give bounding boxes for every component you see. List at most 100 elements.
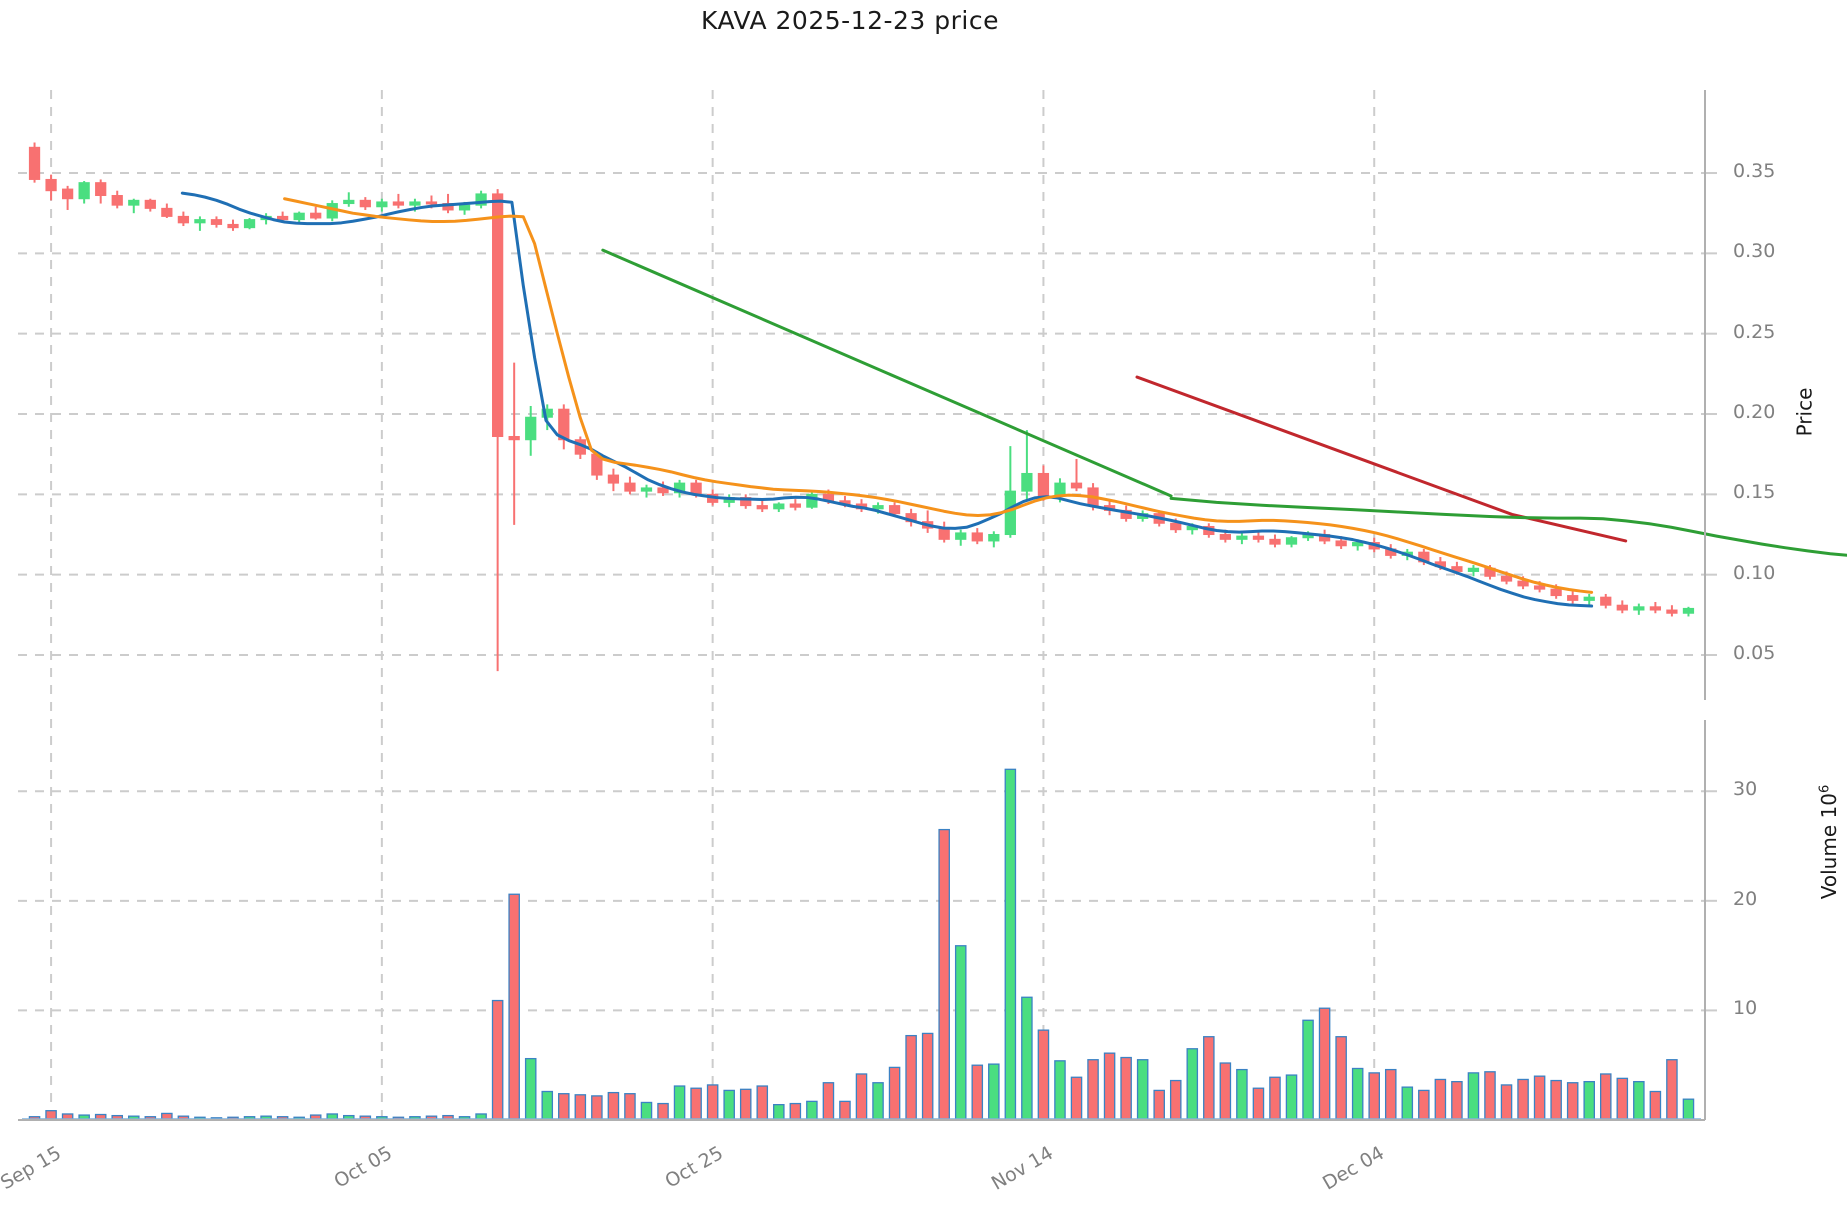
- candle-up-icon: [1236, 532, 1248, 545]
- candle-down-icon: [558, 404, 570, 450]
- volume-tick-label: 20: [1733, 887, 1758, 910]
- volume-bar: [1484, 1071, 1496, 1121]
- volume-bar: [773, 1104, 785, 1121]
- candle-down-icon: [359, 197, 371, 210]
- volume-bar: [1186, 1048, 1199, 1121]
- candle-down-icon: [938, 521, 950, 543]
- volume-bar: [1599, 1073, 1612, 1121]
- price-axis-label: Price: [1792, 387, 1817, 437]
- volume-bar: [491, 999, 504, 1121]
- candle-body: [1517, 580, 1529, 587]
- volume-bar: [822, 1082, 835, 1121]
- candle-up-icon: [78, 181, 90, 204]
- candle-down-icon: [1649, 601, 1662, 614]
- candle-body: [1682, 607, 1695, 614]
- overlay-line-ma_fast: [180, 191, 1594, 608]
- candle-body: [95, 182, 107, 197]
- candle-down-icon: [508, 362, 520, 525]
- volume-bar: [1285, 1074, 1298, 1121]
- volume-bar: [1269, 1076, 1281, 1121]
- candle-down-icon: [210, 216, 223, 228]
- volume-bar: [1633, 1080, 1645, 1121]
- candle-body: [1467, 567, 1480, 572]
- candle-down-icon: [740, 494, 752, 509]
- candle-body: [293, 212, 305, 221]
- candle-down-icon: [227, 219, 239, 231]
- candle-body: [525, 416, 537, 441]
- candle-up-icon: [1583, 593, 1595, 606]
- volume-bar: [1054, 1060, 1066, 1121]
- candle-body: [756, 505, 768, 510]
- candle-up-icon: [1633, 603, 1645, 615]
- volume-bar: [1616, 1077, 1629, 1121]
- volume-axis-label-text: Volume 10: [1817, 793, 1842, 900]
- volume-axis-label: Volume 106: [1817, 785, 1841, 899]
- candle-down-icon: [1600, 593, 1612, 609]
- volume-bar: [905, 1034, 917, 1121]
- candle-body: [1037, 472, 1050, 497]
- volume-bar: [872, 1082, 884, 1121]
- candle-down-icon: [905, 508, 917, 527]
- candle-down-icon: [624, 476, 636, 495]
- volume-bar: [640, 1101, 653, 1121]
- candle-body: [1550, 588, 1562, 597]
- volume-bar: [1666, 1059, 1678, 1121]
- candle-up-icon: [988, 531, 1000, 548]
- candle-body: [955, 532, 967, 540]
- volume-tick-label: 30: [1733, 778, 1758, 801]
- volume-bar: [1236, 1068, 1248, 1121]
- candle-body: [673, 482, 686, 494]
- overlay-line-trend_support: [601, 248, 1173, 498]
- volume-bar: [1252, 1087, 1265, 1121]
- candle-body: [789, 503, 801, 508]
- volume-bar: [1351, 1067, 1364, 1121]
- candle-body: [971, 532, 983, 542]
- candle-down-icon: [971, 528, 983, 545]
- candle-body: [409, 201, 421, 206]
- candle-down-icon: [95, 179, 107, 204]
- candle-body: [1666, 609, 1678, 614]
- volume-bar: [1418, 1089, 1430, 1121]
- candle-body: [1352, 542, 1364, 547]
- volume-bar: [1037, 1029, 1050, 1121]
- volume-bar: [1649, 1090, 1662, 1121]
- candle-body: [1170, 522, 1182, 531]
- price-tick-label: 0.25: [1733, 320, 1776, 343]
- price-tick-label: 0.15: [1733, 481, 1776, 504]
- candle-up-icon: [773, 502, 785, 513]
- candle-body: [243, 219, 256, 229]
- candle-body: [78, 182, 90, 200]
- candle-up-icon: [640, 484, 653, 498]
- candle-down-icon: [657, 481, 669, 496]
- candle-body: [1236, 535, 1248, 540]
- candle-down-icon: [144, 198, 156, 212]
- candle-body: [1583, 596, 1595, 601]
- candle-body: [938, 527, 950, 540]
- volume-bar: [1583, 1080, 1596, 1121]
- candle-up-icon: [1004, 446, 1016, 538]
- volume-bar: [1087, 1059, 1099, 1121]
- volume-bar: [1401, 1086, 1414, 1121]
- candle-body: [343, 199, 355, 205]
- price-tick-label: 0.35: [1733, 160, 1776, 183]
- volume-bar: [558, 1093, 570, 1121]
- overlay-lines: [180, 191, 1847, 608]
- volume-bar: [1004, 768, 1017, 1121]
- volume-bar: [541, 1090, 554, 1121]
- volume-bar: [591, 1095, 603, 1121]
- candle-down-icon: [111, 190, 123, 209]
- volume-bar: [1434, 1078, 1447, 1121]
- candlesticks: [28, 142, 1695, 672]
- volume-bar: [988, 1063, 1000, 1121]
- volume-bar: [1517, 1078, 1529, 1121]
- candle-body: [425, 201, 438, 205]
- volume-bar: [921, 1032, 934, 1121]
- overlay-line-trend_resist: [1135, 375, 1628, 543]
- candle-up-icon: [1021, 430, 1033, 501]
- candle-down-icon: [1616, 600, 1628, 614]
- price-tick-label: 0.05: [1733, 642, 1776, 664]
- volume-bar: [1318, 1007, 1331, 1121]
- candle-body: [475, 193, 487, 206]
- candle-down-icon: [492, 189, 504, 672]
